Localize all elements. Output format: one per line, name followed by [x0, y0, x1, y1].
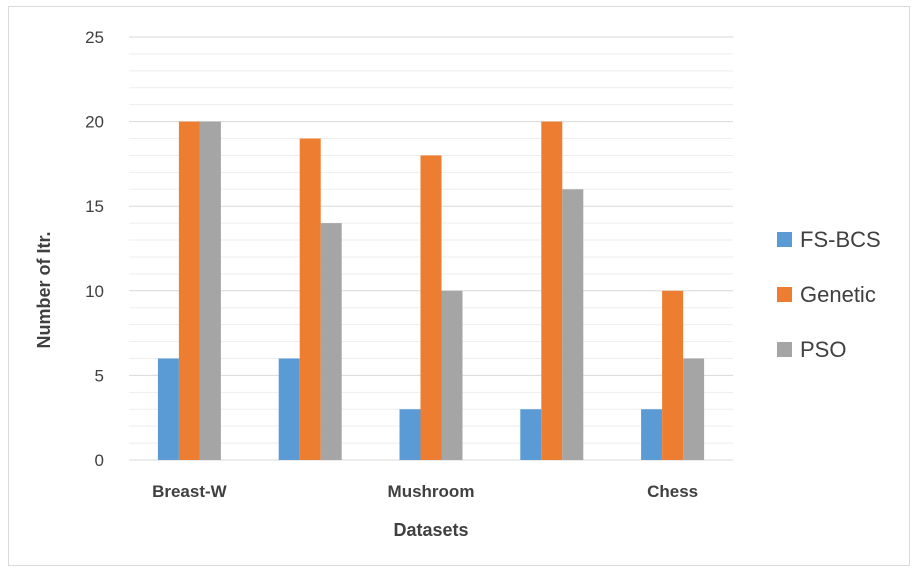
bar-fs-bcs-4 [520, 409, 542, 460]
bar-genetic-3 [420, 155, 442, 460]
y-tick-label: 25 [85, 28, 104, 47]
chart-frame [8, 6, 910, 566]
legend-swatch [777, 342, 792, 357]
legend-swatch [777, 232, 792, 247]
bar-fs-bcs-5 [641, 409, 663, 460]
bar-pso-2 [320, 223, 342, 460]
bar-fs-bcs-3 [399, 409, 421, 460]
bar-genetic-5 [662, 290, 684, 460]
y-tick-label: 0 [95, 451, 104, 470]
x-category-label: Breast-W [152, 482, 228, 501]
legend-label: PSO [800, 337, 846, 362]
bar-pso-1 [199, 121, 221, 460]
bar-pso-4 [562, 189, 584, 460]
y-tick-label: 20 [85, 113, 104, 132]
legend-label: FS-BCS [800, 227, 881, 252]
legend: FS-BCS Genetic PSO [777, 227, 881, 362]
bar-pso-3 [441, 290, 463, 460]
bar-genetic-4 [541, 121, 563, 460]
y-tick-label: 15 [85, 197, 104, 216]
legend-swatch [777, 287, 792, 302]
bar-genetic-2 [299, 138, 321, 460]
y-tick-label: 10 [85, 282, 104, 301]
y-tick-labels: 0 5 10 15 20 25 [85, 28, 104, 470]
x-category-labels: Breast-W Mushroom Chess [152, 482, 698, 501]
bar-fs-bcs-2 [278, 358, 300, 460]
x-axis-title: Datasets [393, 520, 468, 540]
bar-fs-bcs-1 [157, 358, 179, 460]
bar-genetic-1 [178, 121, 200, 460]
bars [157, 121, 705, 460]
legend-label: Genetic [800, 282, 876, 307]
x-category-label: Mushroom [388, 482, 475, 501]
y-axis-title: Number of Itr. [34, 231, 54, 348]
bar-pso-5 [683, 358, 705, 460]
y-tick-label: 5 [95, 366, 104, 385]
x-category-label: Chess [647, 482, 698, 501]
